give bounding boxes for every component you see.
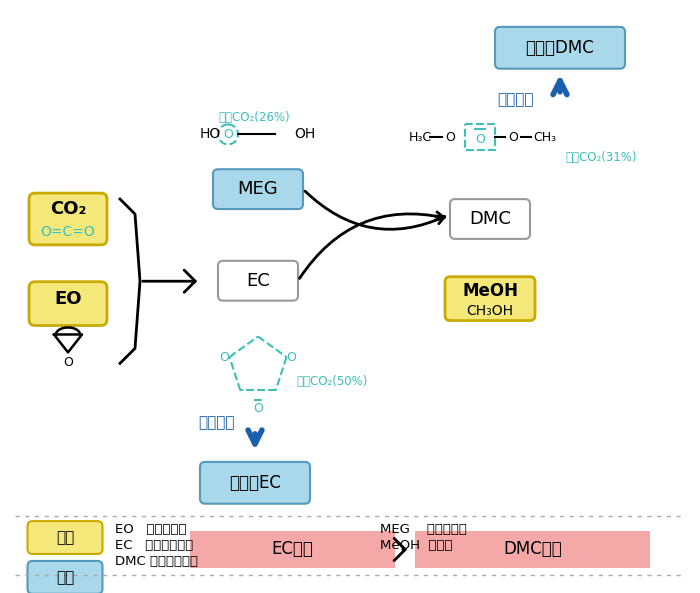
FancyBboxPatch shape (218, 261, 298, 301)
Text: EC工艺: EC工艺 (272, 540, 314, 559)
Bar (415, 531, 650, 569)
Text: H₃C: H₃C (408, 131, 432, 144)
Text: DMC工艺: DMC工艺 (503, 540, 562, 559)
Text: CO₂: CO₂ (50, 200, 86, 218)
Text: O=C=O: O=C=O (41, 225, 95, 239)
Text: 高纯度EC: 高纯度EC (229, 474, 281, 492)
FancyBboxPatch shape (450, 199, 530, 239)
FancyBboxPatch shape (495, 27, 625, 69)
Text: 原料: 原料 (56, 530, 74, 545)
Text: 源于CO₂(31%): 源于CO₂(31%) (565, 151, 636, 164)
Text: O: O (475, 133, 485, 146)
Text: 精制工艺: 精制工艺 (498, 92, 534, 107)
Text: EC: EC (246, 272, 270, 290)
FancyBboxPatch shape (27, 521, 102, 554)
Text: MeOH  ：甲醇: MeOH ：甲醇 (380, 539, 452, 552)
Text: O: O (223, 128, 233, 141)
Text: 产品: 产品 (56, 570, 74, 585)
Text: O: O (220, 350, 230, 364)
Text: 源于CO₂(26%): 源于CO₂(26%) (218, 111, 290, 124)
Text: EC   ：碳酸乙烯酯: EC ：碳酸乙烯酯 (115, 539, 193, 552)
Text: O: O (63, 356, 73, 369)
Text: 源于CO₂(50%): 源于CO₂(50%) (296, 375, 368, 388)
Text: EO: EO (55, 289, 82, 308)
Text: O: O (253, 401, 263, 415)
Text: EO   ：环氧乙烷: EO ：环氧乙烷 (115, 523, 186, 536)
FancyBboxPatch shape (29, 282, 107, 326)
Text: DMC ：碳酸二甲酯: DMC ：碳酸二甲酯 (115, 555, 198, 568)
Text: DMC: DMC (469, 210, 511, 228)
Text: 精制工艺: 精制工艺 (199, 416, 235, 431)
FancyBboxPatch shape (445, 277, 535, 321)
Text: MeOH: MeOH (462, 282, 518, 299)
FancyBboxPatch shape (200, 462, 310, 503)
Text: O: O (286, 350, 297, 364)
Text: HO: HO (199, 127, 220, 141)
Text: OH: OH (295, 127, 316, 141)
Text: MEG: MEG (238, 180, 279, 198)
Text: O: O (508, 131, 518, 144)
FancyBboxPatch shape (213, 169, 303, 209)
FancyBboxPatch shape (27, 561, 102, 593)
Text: CH₃OH: CH₃OH (466, 304, 514, 318)
Bar (190, 531, 395, 569)
Text: O: O (445, 131, 455, 144)
Text: 高纯度DMC: 高纯度DMC (526, 39, 594, 57)
FancyBboxPatch shape (29, 193, 107, 245)
Text: CH₃: CH₃ (533, 131, 556, 144)
Text: MEG    ：单乙二醇: MEG ：单乙二醇 (380, 523, 467, 536)
